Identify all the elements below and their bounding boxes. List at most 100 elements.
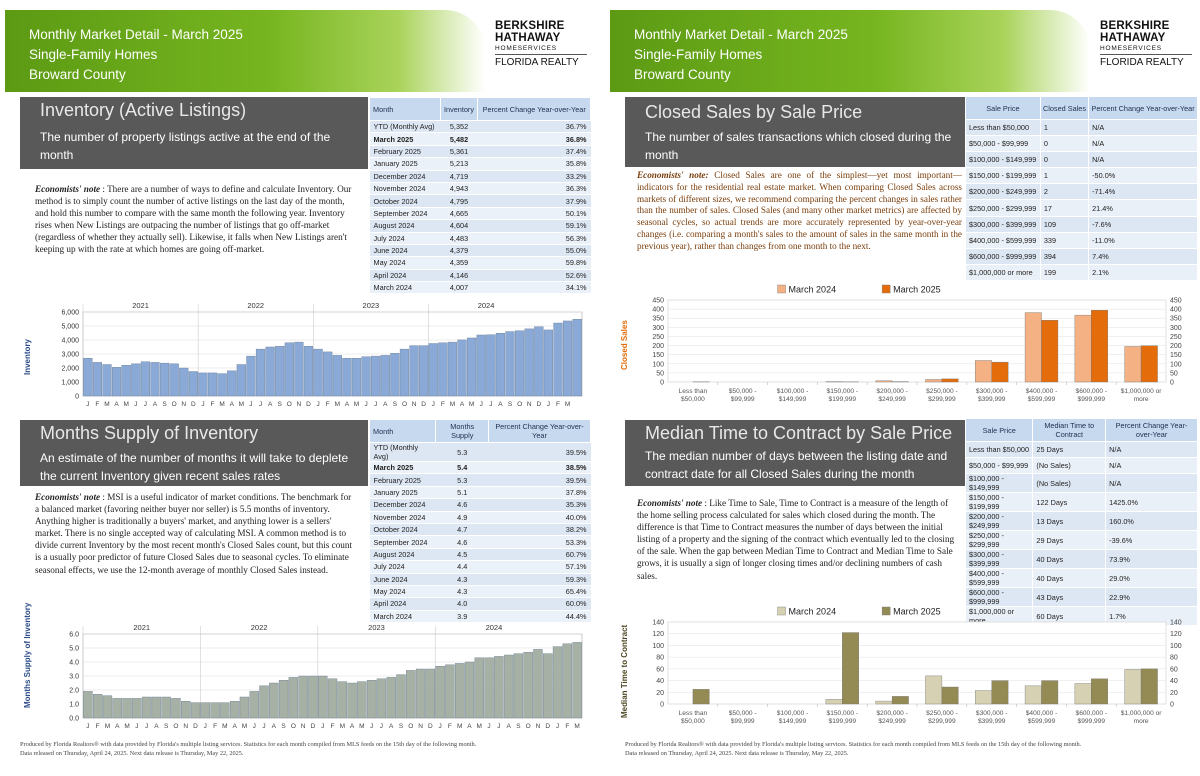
header-property-type: Single-Family Homes	[634, 47, 763, 62]
x-tick-label: S	[393, 401, 398, 408]
table-cell: 0	[1039, 135, 1090, 153]
table-cell: October 2024	[369, 523, 436, 537]
x-tick-label: J	[316, 401, 319, 408]
table-row: $1,000,000 or more 60 Days 1.7%	[964, 606, 1198, 627]
table-cell: 122 Days	[1032, 492, 1107, 513]
x-tick-label: J	[439, 723, 442, 730]
x-tick-label: O	[402, 401, 407, 408]
note-label: Economists' note	[35, 184, 101, 194]
year-label: 2023	[368, 623, 385, 632]
bar	[150, 362, 160, 397]
table-row: December 2024 4,719 33.2%	[369, 170, 591, 183]
bar	[515, 330, 525, 397]
table-cell: 59.3%	[488, 573, 591, 586]
y2-tick-label: 20	[1170, 690, 1178, 697]
header-title: Monthly Market Detail - March 2025	[634, 27, 848, 42]
x-tick-label: $599,999	[1028, 718, 1056, 725]
table-row: $250,000 - $299,999 17 21.4%	[965, 199, 1198, 217]
table-cell: $600,000 - $999,999	[965, 247, 1041, 265]
bar	[1074, 314, 1092, 383]
table-cell: 37.4%	[477, 145, 591, 159]
x-tick-label: S	[281, 723, 286, 730]
bar	[476, 334, 486, 397]
bar	[200, 702, 210, 719]
x-tick-label: F	[556, 401, 560, 408]
mttc-title: Median Time to Contract by Sale Price	[645, 423, 953, 443]
bar	[102, 695, 113, 719]
x-tick-label: A	[230, 401, 235, 408]
table-cell: 4.3	[435, 585, 489, 599]
table-cell: 4,146	[440, 269, 478, 283]
x-tick-label: J	[262, 723, 265, 730]
x-tick-label: D	[536, 401, 541, 408]
table-cell: March 2025	[369, 132, 441, 146]
bar	[875, 380, 893, 383]
x-tick-label: A	[350, 723, 355, 730]
table-row: March 2024 4,007 34.1%	[369, 281, 591, 295]
x-tick-label: M	[450, 401, 455, 408]
table-cell: 1	[1039, 167, 1090, 185]
bar	[484, 657, 494, 719]
msi-title: Months Supply of Inventory	[40, 423, 259, 443]
bar	[543, 329, 554, 397]
bar	[92, 362, 102, 397]
x-tick-label: F	[441, 401, 445, 408]
bar	[409, 345, 419, 397]
table-cell: 109	[1039, 215, 1090, 233]
table-cell: 4,719	[440, 170, 478, 183]
bar	[83, 357, 93, 397]
table-cell: 73.9%	[1105, 549, 1198, 570]
bar	[941, 686, 959, 705]
x-tick-label: A	[272, 723, 277, 730]
x-tick-label: M	[340, 723, 345, 730]
x-tick-label: M	[222, 723, 227, 730]
y2-tick-label: 350	[1170, 316, 1182, 323]
x-tick-label: N	[181, 401, 186, 408]
table-cell: YTD (Monthly Avg)	[369, 442, 436, 462]
table-cell: 4.9	[435, 511, 489, 524]
y-tick-label: 0.0	[69, 716, 79, 723]
brand-logo: BERKSHIRE HATHAWAY HOMESERVICES FLORIDA …	[1100, 20, 1192, 68]
table-cell: 7.4%	[1088, 247, 1198, 265]
table-cell: 59.1%	[477, 219, 591, 233]
legend-label: March 2024	[789, 285, 837, 295]
bar	[121, 364, 131, 397]
x-tick-label: D	[428, 723, 433, 730]
x-tick-label: A	[232, 723, 237, 730]
y2-tick-label: 100	[1170, 643, 1182, 650]
y-tick-label: 2.0	[69, 688, 79, 695]
bar	[337, 681, 347, 719]
table-row: $200,000 - $249,999 13 Days 160.0%	[964, 511, 1198, 532]
table-row: $50,000 - $99,999 0 N/A	[965, 135, 1198, 153]
y2-tick-label: 250	[1170, 334, 1182, 341]
bar	[825, 699, 843, 705]
table-cell: May 2024	[369, 585, 436, 599]
table-cell: 4.6	[435, 535, 489, 549]
logo-line-4: FLORIDA REALTY	[1100, 54, 1192, 68]
table-row: January 2025 5,213 35.8%	[369, 157, 591, 171]
x-tick-label: Less than	[679, 710, 708, 717]
year-label: 2021	[133, 623, 150, 632]
table-cell: 160.0%	[1105, 511, 1198, 532]
inventory-title: Inventory (Active Listings)	[40, 100, 247, 120]
bar	[318, 675, 328, 719]
bar	[464, 661, 475, 719]
bar	[229, 700, 240, 719]
x-tick-label: J	[145, 723, 148, 730]
y2-tick-label: 50	[1170, 370, 1178, 377]
bar	[563, 320, 573, 397]
x-tick-label: J	[86, 401, 89, 408]
table-cell: 60.7%	[488, 548, 591, 562]
bar	[553, 322, 563, 397]
note-text: Closed Sales are one of the simplest—yet…	[637, 170, 962, 251]
table-cell: November 2024	[369, 511, 436, 524]
closed-sales-header-box: Closed Sales by Sale Price The number of…	[625, 97, 965, 167]
x-tick-label: M	[335, 401, 340, 408]
table-cell: 53.3%	[488, 535, 591, 549]
table-cell: N/A	[1105, 440, 1198, 459]
table-row: July 2024 4.4 57.1%	[369, 560, 591, 574]
bar	[1041, 320, 1059, 383]
inventory-note: Economists' note : There are a number of…	[35, 183, 353, 256]
column-header: Percent Change Year-over-Year	[1088, 96, 1198, 120]
x-tick-label: $299,999	[928, 396, 956, 403]
